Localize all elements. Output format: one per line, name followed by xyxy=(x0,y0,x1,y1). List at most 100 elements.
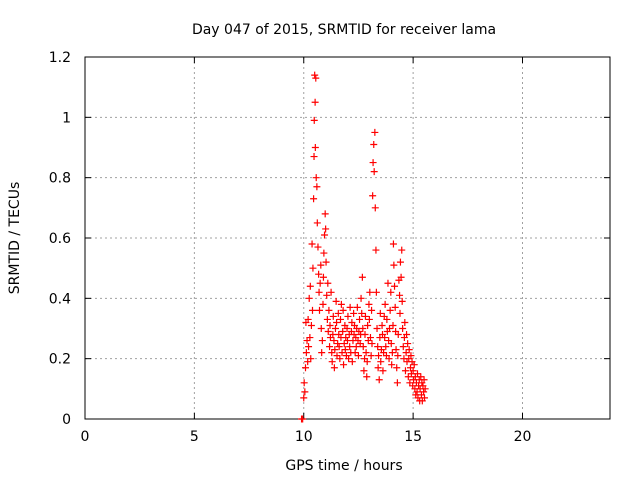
data-point xyxy=(389,240,397,248)
data-point xyxy=(361,312,369,320)
data-point xyxy=(308,240,316,248)
data-point xyxy=(399,343,407,351)
data-point xyxy=(318,349,326,357)
data-point xyxy=(322,225,330,233)
data-point xyxy=(313,183,321,191)
data-point xyxy=(346,343,354,351)
data-point xyxy=(388,361,396,369)
x-tick-labels: 0 5 10 15 20 xyxy=(81,429,532,445)
data-point xyxy=(330,364,338,372)
data-point xyxy=(310,153,318,161)
data-point xyxy=(379,367,387,375)
data-point xyxy=(337,315,344,323)
data-point xyxy=(339,328,347,336)
data-point xyxy=(420,376,428,384)
data-points xyxy=(298,71,429,423)
data-point xyxy=(405,346,413,354)
data-point xyxy=(305,343,313,351)
data-point xyxy=(311,71,319,79)
data-point xyxy=(301,388,309,396)
y-tick-label: 0.8 xyxy=(49,171,71,187)
data-point xyxy=(310,195,318,203)
data-point xyxy=(370,168,378,176)
data-point xyxy=(337,300,345,308)
data-point xyxy=(340,340,348,348)
data-point xyxy=(390,261,398,269)
data-point xyxy=(336,355,344,363)
data-point xyxy=(319,300,327,308)
data-point xyxy=(299,415,307,423)
data-point xyxy=(339,306,347,314)
data-point xyxy=(361,331,369,339)
chart-title: Day 047 of 2015, SRMTID for receiver lam… xyxy=(192,22,496,38)
y-tick-label: 0.6 xyxy=(49,231,71,247)
data-point xyxy=(363,373,371,381)
data-point xyxy=(403,331,411,339)
data-point xyxy=(334,340,342,348)
data-point xyxy=(392,346,400,354)
data-point xyxy=(366,334,374,342)
data-point xyxy=(341,346,349,354)
data-point xyxy=(398,297,406,305)
data-point xyxy=(421,394,428,402)
y-tick-label: 1.2 xyxy=(49,50,71,66)
data-point xyxy=(334,309,342,317)
data-point xyxy=(401,367,409,375)
data-point xyxy=(385,355,393,363)
data-point xyxy=(391,282,399,290)
data-point xyxy=(313,219,321,227)
data-point xyxy=(314,243,322,251)
data-point xyxy=(375,376,383,384)
data-point xyxy=(304,358,312,366)
data-point xyxy=(335,343,343,351)
data-point xyxy=(388,349,396,357)
data-point xyxy=(359,343,367,351)
data-point xyxy=(391,303,399,311)
data-point xyxy=(367,352,375,360)
data-point xyxy=(311,98,319,106)
x-tick-label: 15 xyxy=(404,429,422,445)
data-point xyxy=(372,246,380,254)
data-point xyxy=(309,306,316,314)
data-point xyxy=(323,315,331,323)
data-point xyxy=(356,340,364,348)
data-point xyxy=(377,358,385,366)
data-point xyxy=(389,321,397,329)
data-point xyxy=(383,315,391,323)
data-point xyxy=(420,388,428,396)
data-point xyxy=(351,349,359,357)
data-point xyxy=(316,279,324,287)
data-point xyxy=(366,288,374,296)
data-point xyxy=(328,358,336,366)
data-point xyxy=(307,321,315,329)
x-tick-label: 10 xyxy=(295,429,313,445)
data-point xyxy=(352,343,360,351)
y-tick-label: 0.4 xyxy=(49,291,71,307)
data-point xyxy=(396,291,404,299)
data-point xyxy=(417,373,425,381)
data-point xyxy=(369,192,377,200)
data-point xyxy=(317,325,325,332)
data-point xyxy=(357,294,365,302)
data-point xyxy=(327,288,335,296)
data-point xyxy=(306,334,314,342)
data-point xyxy=(325,306,333,314)
data-point xyxy=(317,261,325,269)
data-point xyxy=(322,258,330,266)
data-point xyxy=(358,309,366,317)
data-point xyxy=(346,303,354,311)
data-point xyxy=(345,355,353,363)
data-point xyxy=(407,352,415,360)
data-point xyxy=(386,306,394,314)
data-point xyxy=(326,321,334,329)
data-point xyxy=(307,355,315,363)
data-point xyxy=(354,352,362,360)
data-point xyxy=(404,373,412,381)
data-point xyxy=(353,303,361,311)
data-point xyxy=(323,291,331,299)
data-point xyxy=(370,140,378,148)
x-tick-label: 5 xyxy=(190,429,199,445)
data-point xyxy=(409,367,417,375)
data-point xyxy=(387,340,395,348)
